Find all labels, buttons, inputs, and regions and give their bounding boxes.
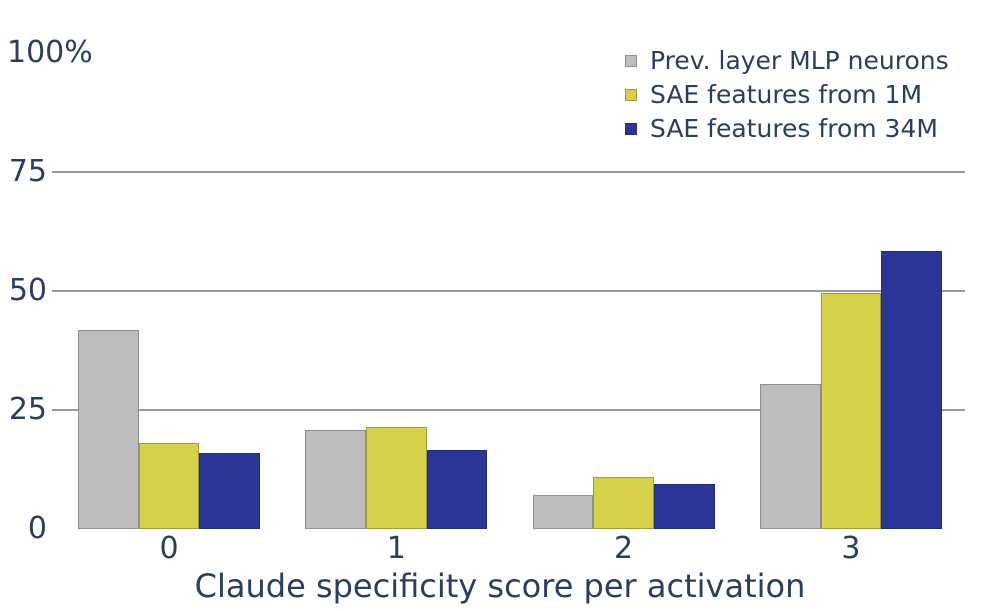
bar-prev-layer-mlp-neurons-cat0 xyxy=(78,330,139,529)
legend-swatch-icon xyxy=(625,89,637,101)
y-tick-label: 50 xyxy=(8,273,47,308)
bar-sae-features-from-34m-cat2 xyxy=(653,483,715,529)
legend-label: Prev. layer MLP neurons xyxy=(650,46,949,75)
legend-label: SAE features from 34M xyxy=(650,114,938,143)
x-axis-title: Claude specificity score per activation xyxy=(194,567,806,605)
y-tick-label: 100% xyxy=(7,35,93,70)
bar-prev-layer-mlp-neurons-cat3 xyxy=(759,383,821,529)
bar-prev-layer-mlp-neurons-cat1 xyxy=(305,429,366,529)
x-tick-label: 3 xyxy=(841,531,861,566)
legend-swatch-icon xyxy=(625,55,637,67)
bar-sae-features-from-1m-cat0 xyxy=(138,442,200,529)
y-tick-label: 25 xyxy=(8,392,47,427)
gridline xyxy=(52,409,965,411)
x-tick-label: 1 xyxy=(386,531,406,566)
legend-item[interactable]: Prev. layer MLP neurons xyxy=(625,44,949,78)
bar-sae-features-from-1m-cat1 xyxy=(365,426,427,529)
bar-sae-features-from-1m-cat3 xyxy=(820,292,882,529)
y-tick-label: 0 xyxy=(27,511,47,546)
legend: Prev. layer MLP neurons SAE features from… xyxy=(625,44,949,146)
bar-prev-layer-mlp-neurons-cat2 xyxy=(532,495,594,529)
bar-sae-features-from-34m-cat0 xyxy=(199,453,260,529)
gridline xyxy=(52,290,965,292)
y-tick-label: 75 xyxy=(8,154,47,189)
legend-label: SAE features from 1M xyxy=(650,80,923,109)
legend-item[interactable]: SAE features from 1M xyxy=(625,78,949,112)
legend-item[interactable]: SAE features from 34M xyxy=(625,112,949,146)
bar-sae-features-from-34m-cat1 xyxy=(426,449,488,529)
x-tick-label: 0 xyxy=(159,531,179,566)
bar-sae-features-from-34m-cat3 xyxy=(881,251,942,529)
legend-swatch-icon xyxy=(625,123,637,135)
x-tick-label: 2 xyxy=(614,531,634,566)
bar-sae-features-from-1m-cat2 xyxy=(593,476,654,529)
gridline xyxy=(52,171,965,173)
